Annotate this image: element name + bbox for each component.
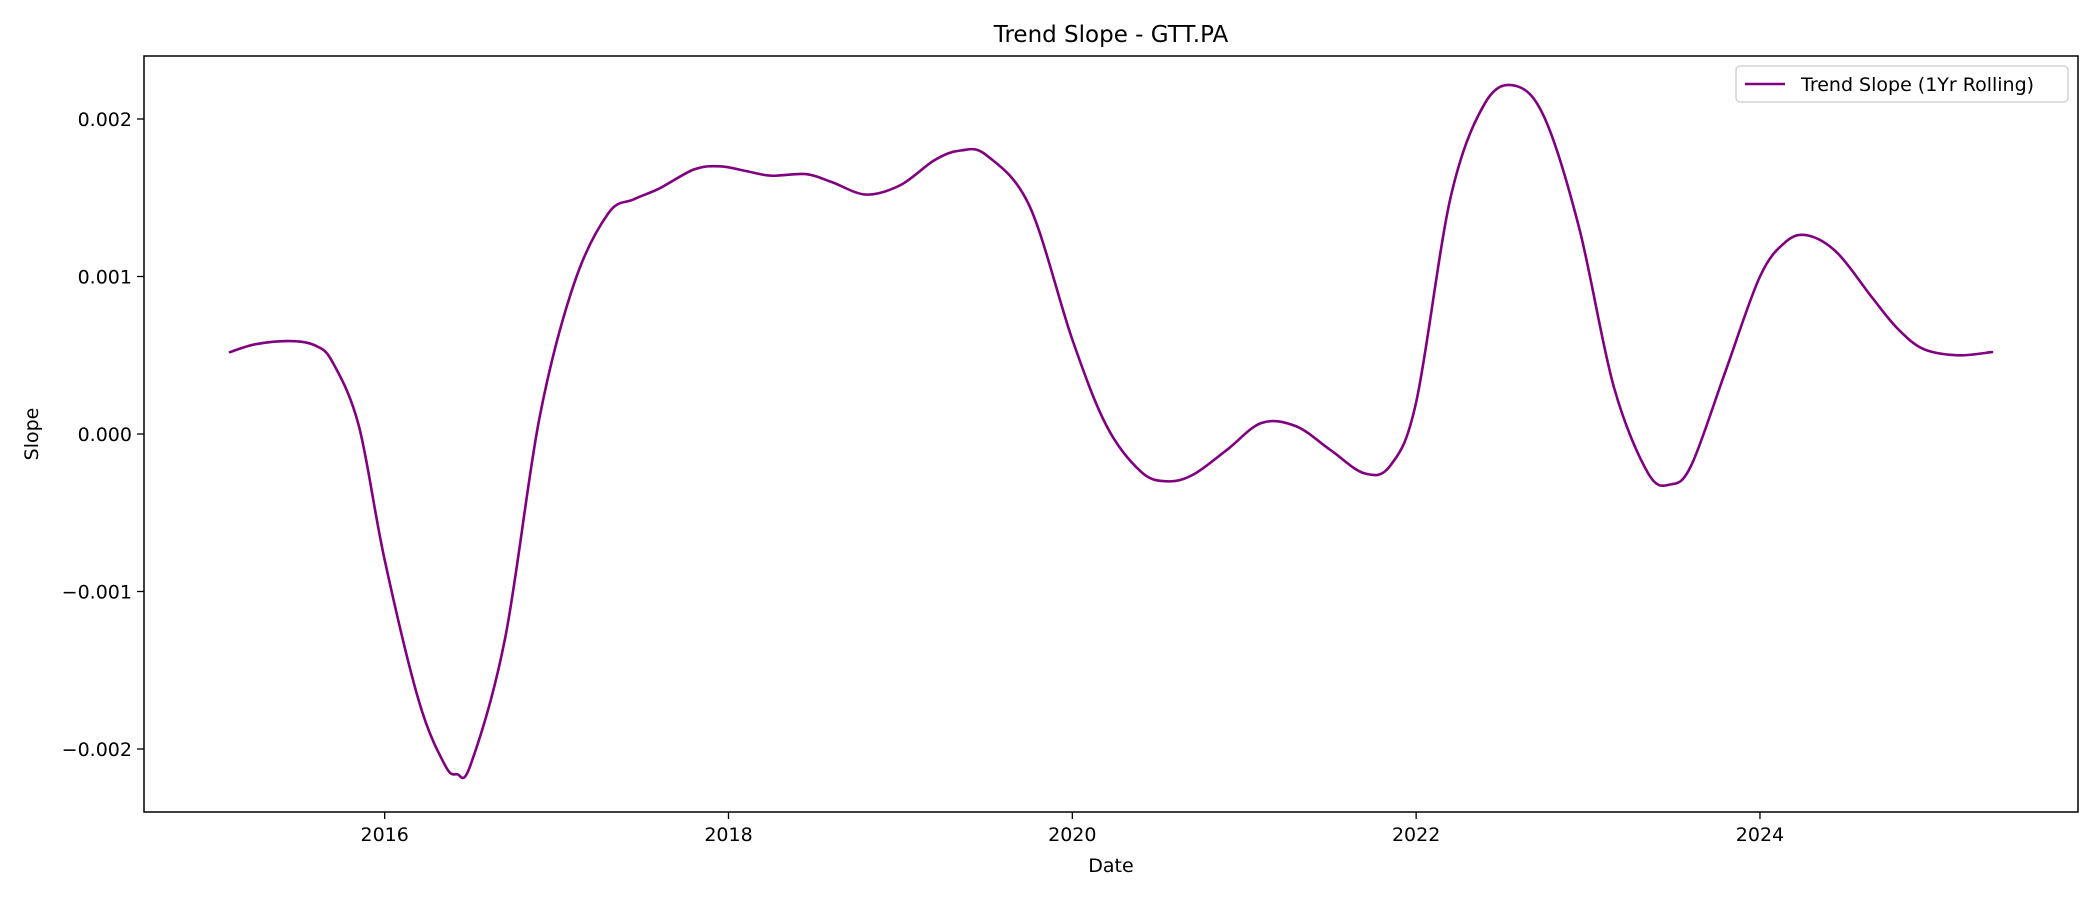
y-tick-label: −0.002 [62,739,132,761]
x-tick-label: 2020 [1048,824,1096,846]
y-tick-label: 0.001 [78,267,132,289]
y-tick-label: −0.001 [62,582,132,604]
series-line-0 [228,83,1994,780]
y-tick-label: 0.000 [78,424,132,446]
x-axis: 2016 2018 2020 2022 2024 [360,812,1784,846]
legend-box [1735,65,2069,103]
y-axis: −0.002 −0.001 0.000 0.001 0.002 [62,109,144,761]
x-tick-label: 2024 [1736,824,1784,846]
series-layer [228,83,1994,780]
plot-frame [143,55,2079,813]
legend-label: Trend Slope (1Yr Rolling) [1800,74,2034,96]
legend: Trend Slope (1Yr Rolling) [1735,65,2069,103]
x-axis-title: Date [1088,855,1133,877]
chart-title: Trend Slope - GTT.PA [993,22,1229,48]
x-tick-label: 2016 [360,824,408,846]
y-tick-label: 0.002 [78,109,132,131]
x-tick-label: 2018 [704,824,752,846]
x-tick-label: 2022 [1392,824,1440,846]
y-axis-title: Slope [21,408,43,461]
